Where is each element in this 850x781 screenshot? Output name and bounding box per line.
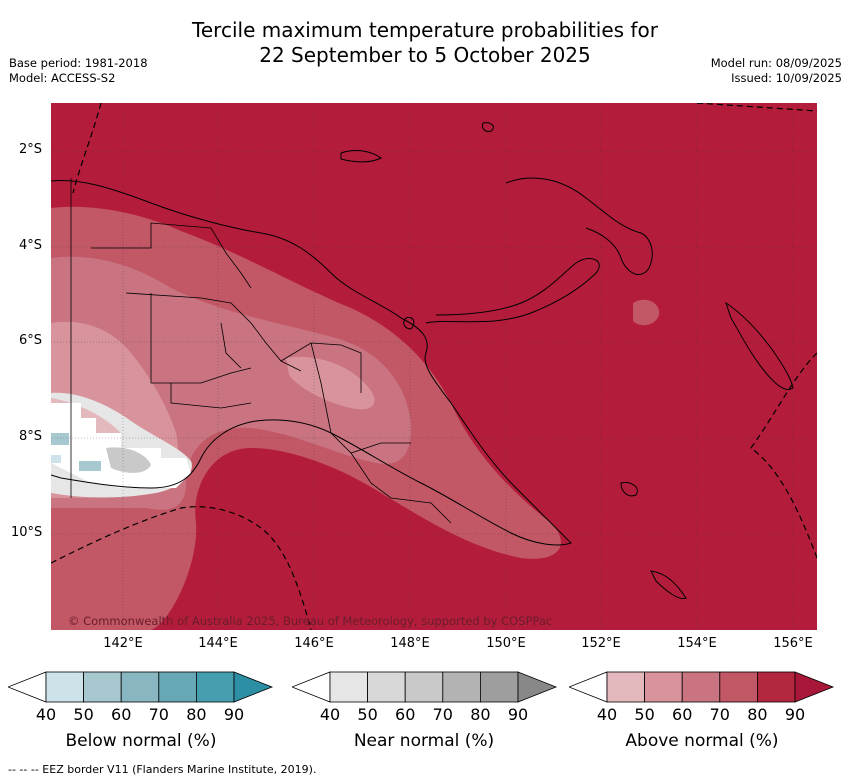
lon-label-142e: 142°E [103, 636, 143, 651]
colorbar-above-extend [794, 671, 835, 703]
colorbar-tick-label: 90 [784, 705, 806, 724]
colorbar-below-swatches [45, 671, 235, 703]
lat-label-10s: 10°S [11, 525, 43, 540]
map-title: Tercile maximum temperature probabilitie… [0, 18, 850, 68]
colorbar-above [569, 671, 835, 703]
colorbar-tick-label: 60 [111, 705, 132, 724]
near-60-patch [106, 447, 151, 473]
colorbar-tick-label: 80 [747, 705, 768, 724]
meta-right: Model run: 08/09/2025 Issued: 10/09/2025 [711, 56, 842, 86]
graticule [51, 103, 817, 630]
title-line-2: 22 September to 5 October 2025 [259, 43, 591, 67]
colorbar-tick-label: 40 [596, 705, 618, 724]
title-line-1: Tercile maximum temperature probabilitie… [192, 18, 658, 42]
colorbar-tick-label: 50 [73, 705, 94, 724]
colorbar-swatch [195, 671, 235, 703]
model-name: Model: ACCESS-S2 [9, 71, 116, 85]
colorbar-near-extend [517, 671, 558, 703]
colorbar-swatch [681, 671, 721, 703]
colorbar-swatch [479, 671, 519, 703]
lon-label-144e: 144°E [198, 636, 238, 651]
below-50-patch-2 [79, 461, 101, 471]
lon-label-156e: 156°E [773, 636, 813, 651]
colorbar-below-label: Below normal (%) [65, 731, 217, 751]
lon-label-146e: 146°E [294, 636, 334, 651]
meta-left: Base period: 1981-2018 Model: ACCESS-S2 [9, 56, 148, 86]
copyright-text: © Commonwealth of Australia 2025, Bureau… [68, 614, 552, 628]
colorbar-tick-label: 60 [395, 705, 416, 724]
colorbar-near-label: Near normal (%) [353, 731, 495, 751]
lat-label-8s: 8°S [19, 429, 43, 444]
lon-label-154e: 154°E [677, 636, 717, 651]
colorbar-swatch [120, 671, 160, 703]
colorbar-swatch [756, 671, 796, 703]
eez-borders [51, 103, 817, 630]
colorbar-tick-label: 80 [470, 705, 491, 724]
colorbar-tick-label: 80 [186, 705, 207, 724]
map-panel: © Commonwealth of Australia 2025, Bureau… [51, 103, 817, 630]
coastlines [51, 122, 794, 600]
model-run: Model run: 08/09/2025 [710, 56, 842, 70]
colorbar-tick-label: 70 [709, 705, 730, 724]
issued-date: Issued: 10/09/2025 [731, 71, 842, 85]
colorbar-tick-label: 70 [432, 705, 453, 724]
lat-label-4s: 4°S [19, 238, 43, 253]
colorbar-tick-label: 90 [507, 705, 529, 724]
colorbar-tick-label: 60 [672, 705, 693, 724]
colorbar-near [292, 671, 558, 703]
eez-footnote: -- -- -- EEZ border V11 (Flanders Marine… [8, 763, 317, 776]
colorbar-swatch [644, 671, 683, 703]
province-borders [70, 178, 452, 524]
colorbar-tick-label: 70 [148, 705, 169, 724]
colorbar-above-label: Above normal (%) [625, 731, 779, 751]
lat-label-2s: 2°S [19, 142, 43, 157]
colorbar-swatch [719, 671, 758, 703]
colorbar-near-swatches [329, 671, 519, 703]
lon-label-152e: 152°E [581, 636, 621, 651]
lat-label-6s: 6°S [19, 333, 43, 348]
colorbar-tick-label: 50 [634, 705, 655, 724]
below-40-patch [51, 455, 61, 463]
colorbar-above-swatches [606, 671, 796, 703]
colorbar-swatch [83, 671, 122, 703]
colorbar-swatch [442, 671, 481, 703]
base-period: Base period: 1981-2018 [9, 56, 148, 70]
below-50-patch [51, 433, 69, 445]
lon-label-150e: 150°E [486, 636, 526, 651]
colorbar-swatch [404, 671, 444, 703]
colorbar-swatch [606, 671, 645, 703]
lon-label-148e: 148°E [390, 636, 430, 651]
colorbar-tick-label: 50 [357, 705, 378, 724]
above-40-inland [286, 356, 375, 410]
colorbar-swatch [367, 671, 406, 703]
colorbar-tick-label: 40 [319, 705, 341, 724]
above-50-east-blob [633, 299, 660, 326]
map-svg: © Commonwealth of Australia 2025, Bureau… [51, 103, 817, 630]
colorbar-tick-label: 40 [35, 705, 57, 724]
colorbar-below [8, 671, 274, 703]
colorbar-swatch [158, 671, 197, 703]
colorbar-swatch [329, 671, 368, 703]
colorbar-below-extend [233, 671, 274, 703]
colorbar-swatch [45, 671, 84, 703]
colorbar-tick-label: 90 [223, 705, 245, 724]
